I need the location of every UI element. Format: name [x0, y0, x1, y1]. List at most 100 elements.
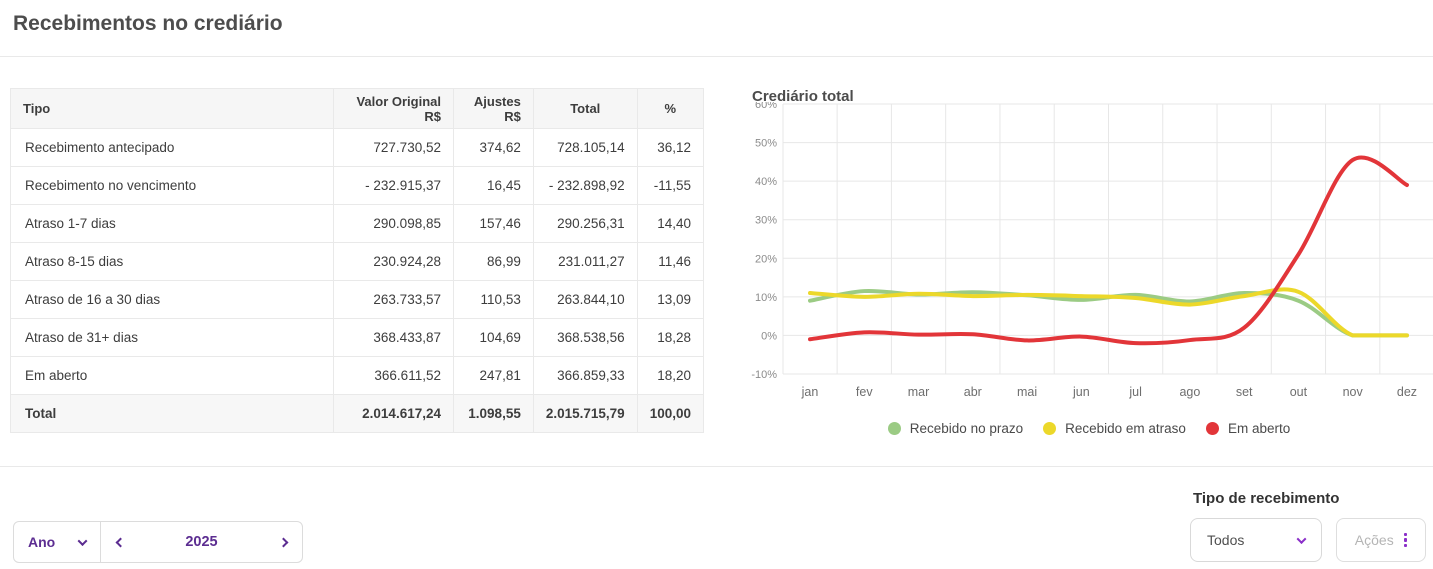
year-value: 2025: [185, 534, 218, 550]
row-value-cell: 18,28: [636, 318, 705, 357]
row-value-cell: 86,99: [452, 242, 534, 281]
table-row: Atraso de 31+ dias 368.433,87 104,69 368.53…: [10, 318, 705, 357]
row-value-cell: 368.538,56: [532, 318, 638, 357]
svg-text:mar: mar: [908, 385, 930, 399]
svg-text:fev: fev: [856, 385, 873, 399]
svg-text:50%: 50%: [755, 138, 777, 150]
table-row: Em aberto 366.611,52 247,81 366.859,33 18,20: [10, 356, 705, 395]
svg-text:-10%: -10%: [751, 369, 777, 381]
legend-dot-icon: [887, 422, 901, 435]
legend-label: Em aberto: [1227, 421, 1291, 436]
svg-text:mai: mai: [1017, 385, 1037, 399]
row-value-cell: 13,09: [636, 280, 705, 319]
table-row: Atraso 8-15 dias 230.924,28 86,99 231.011,2…: [10, 242, 705, 281]
legend-item[interactable]: Recebido no prazo: [887, 421, 1024, 436]
svg-text:out: out: [1290, 385, 1308, 399]
column-header: Ajustes R$: [452, 88, 534, 129]
row-value-cell: 18,20: [636, 356, 705, 395]
row-value-cell: 368.433,87: [332, 318, 454, 357]
svg-text:jan: jan: [801, 385, 819, 399]
row-type-cell: Recebimento no vencimento: [10, 166, 334, 205]
page-title: Recebimentos no crediário: [13, 12, 283, 35]
table-row: Atraso de 16 a 30 dias 263.733,57 110,53 26…: [10, 280, 705, 319]
year-navigator: 2025: [101, 522, 302, 562]
table-body: Recebimento antecipado 727.730,52 374,62 72…: [10, 128, 705, 433]
previous-year-button[interactable]: [101, 522, 139, 562]
row-value-cell: 110,53: [452, 280, 534, 319]
receipt-type-value: Todos: [1207, 532, 1245, 548]
legend-item[interactable]: Recebido em atraso: [1043, 421, 1186, 436]
legend-label: Recebido no prazo: [909, 421, 1024, 436]
kebab-menu-icon: [1403, 532, 1408, 548]
bottom-divider: [0, 466, 1433, 467]
svg-text:30%: 30%: [755, 215, 777, 227]
table-row: Recebimento antecipado 727.730,52 374,62 72…: [10, 128, 705, 167]
period-type-select[interactable]: Ano: [14, 522, 101, 562]
actions-button[interactable]: Ações: [1336, 518, 1426, 562]
receipts-table: Tipo Valor Original R$ Ajustes R$ Total% Re…: [10, 88, 705, 433]
column-header: %: [636, 88, 705, 129]
row-value-cell: 36,12: [636, 128, 705, 167]
actions-button-label: Ações: [1354, 532, 1394, 548]
row-value-cell: 2.014.617,24: [332, 394, 454, 433]
chevron-left-icon: [115, 537, 125, 547]
row-type-cell: Atraso de 31+ dias: [10, 318, 334, 357]
column-header: Valor Original R$: [332, 88, 454, 129]
svg-text:set: set: [1236, 385, 1253, 399]
chart-legend: Recebido no prazo Recebido em atraso Em ab…: [745, 421, 1433, 436]
row-value-cell: 104,69: [452, 318, 534, 357]
column-header: Total: [532, 88, 638, 129]
row-value-cell: 14,40: [636, 204, 705, 243]
row-value-cell: 366.859,33: [532, 356, 638, 395]
chart-plot-area: 60% 50% 40% 30% 20% 10% 0% -10% jan fev mar abr mai j…: [751, 102, 1433, 399]
receipt-type-label: Tipo de recebimento: [1193, 490, 1340, 507]
chart-title: Crediário total: [752, 88, 854, 105]
row-type-cell: Recebimento antecipado: [10, 128, 334, 167]
row-value-cell: 230.924,28: [332, 242, 454, 281]
table-row: Recebimento no vencimento - 232.915,37 16,…: [10, 166, 705, 205]
row-value-cell: 247,81: [452, 356, 534, 395]
chevron-right-icon: [278, 537, 288, 547]
series-line-recebido-em-atraso: [808, 287, 1409, 338]
series-line-em-aberto: [808, 155, 1409, 346]
row-type-cell: Atraso de 16 a 30 dias: [10, 280, 334, 319]
chevron-down-icon: [1296, 533, 1307, 544]
legend-item[interactable]: Em aberto: [1205, 421, 1291, 436]
row-value-cell: - 232.915,37: [332, 166, 454, 205]
svg-text:dez: dez: [1397, 385, 1417, 399]
crediario-total-chart: Crediário total 60% 50% 40% 30% 20% 10% 0% -10%…: [745, 88, 1433, 460]
receipt-type-select[interactable]: Todos: [1190, 518, 1322, 562]
svg-text:0%: 0%: [761, 330, 777, 342]
row-value-cell: 290.098,85: [332, 204, 454, 243]
row-value-cell: 11,46: [636, 242, 705, 281]
chevron-down-icon: [77, 535, 88, 546]
svg-text:10%: 10%: [755, 292, 777, 304]
legend-dot-icon: [1205, 422, 1219, 435]
row-type-cell: Atraso 1-7 dias: [10, 204, 334, 243]
row-type-cell: Atraso 8-15 dias: [10, 242, 334, 281]
svg-text:abr: abr: [964, 385, 982, 399]
svg-text:nov: nov: [1343, 385, 1364, 399]
table-row: Atraso 1-7 dias 290.098,85 157,46 290.256,3…: [10, 204, 705, 243]
row-value-cell: -11,55: [636, 166, 705, 205]
period-type-value: Ano: [28, 534, 56, 550]
row-value-cell: 374,62: [452, 128, 534, 167]
svg-text:20%: 20%: [755, 253, 777, 265]
top-divider: [0, 56, 1433, 57]
row-value-cell: 263.733,57: [332, 280, 454, 319]
legend-dot-icon: [1043, 422, 1057, 435]
row-value-cell: 2.015.715,79: [532, 394, 638, 433]
row-value-cell: 263.844,10: [532, 280, 638, 319]
svg-text:ago: ago: [1179, 385, 1200, 399]
svg-text:jun: jun: [1072, 385, 1090, 399]
row-value-cell: 157,46: [452, 204, 534, 243]
row-value-cell: 290.256,31: [532, 204, 638, 243]
row-value-cell: 100,00: [636, 394, 705, 433]
row-type-cell: Em aberto: [10, 356, 334, 395]
row-value-cell: 727.730,52: [332, 128, 454, 167]
table-header: Tipo Valor Original R$ Ajustes R$ Total%: [10, 88, 705, 129]
period-control: Ano 2025: [13, 521, 303, 563]
column-header: Tipo: [10, 88, 334, 129]
row-value-cell: 728.105,14: [532, 128, 638, 167]
next-year-button[interactable]: [264, 522, 302, 562]
